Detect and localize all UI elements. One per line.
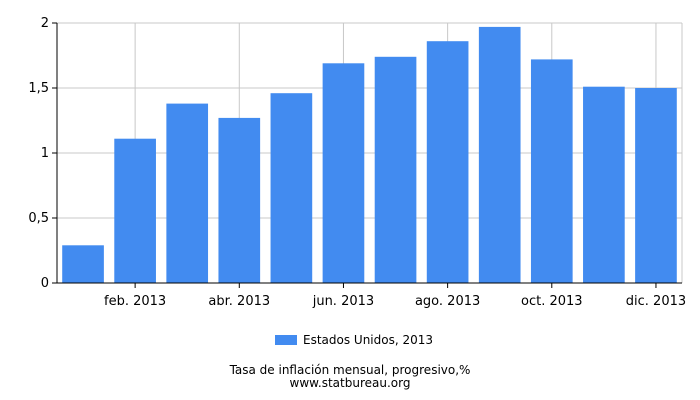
legend-label: Estados Unidos, 2013 — [303, 333, 434, 347]
bar-8 — [426, 41, 469, 284]
axes — [52, 22, 682, 288]
x-tick-label: feb. 2013 — [104, 294, 166, 309]
bar-3 — [166, 103, 209, 283]
x-tick-label: dic. 2013 — [626, 294, 686, 309]
bar-7 — [374, 56, 417, 283]
y-tick-label: 2 — [41, 16, 49, 31]
y-tick-label: 1 — [41, 146, 49, 161]
x-tick-label: oct. 2013 — [521, 294, 583, 309]
bar-12 — [635, 88, 677, 283]
bar-10 — [530, 59, 573, 284]
legend: Estados Unidos, 2013 — [275, 333, 433, 347]
legend-swatch — [275, 335, 297, 345]
y-tick-label: 0 — [41, 276, 49, 291]
bar-1 — [62, 245, 104, 283]
x-tick-label: ago. 2013 — [415, 294, 480, 309]
y-tick-label: 0,5 — [28, 211, 49, 226]
y-tick-label: 1,5 — [28, 81, 49, 96]
bar-2 — [114, 138, 156, 283]
bar-11 — [583, 86, 625, 283]
source-link[interactable]: www.statbureau.org — [289, 376, 411, 390]
bar-9 — [478, 26, 521, 284]
x-tick-label: jun. 2013 — [312, 294, 374, 309]
bar-5 — [270, 93, 313, 283]
y-tick-labels: 0 0,5 1 1,5 2 — [28, 16, 49, 291]
chart-title: Tasa de inflación mensual, progresivo,% — [229, 363, 471, 377]
bar-4 — [218, 117, 261, 284]
x-tick-label: abr. 2013 — [208, 294, 270, 309]
bar-6 — [322, 63, 365, 283]
bars-group — [62, 26, 677, 284]
x-tick-labels: feb. 2013 abr. 2013 jun. 2013 ago. 2013 oct.… — [104, 294, 686, 309]
